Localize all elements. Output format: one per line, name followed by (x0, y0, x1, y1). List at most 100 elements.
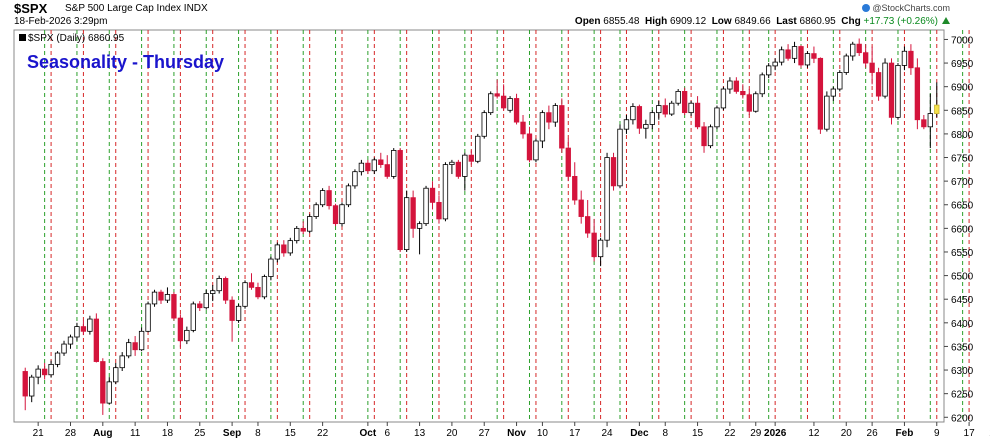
candle-body (649, 112, 655, 125)
candle-body (610, 157, 617, 187)
candle-body (352, 171, 358, 187)
candle-body (119, 355, 125, 369)
candle-body (274, 244, 281, 260)
x-tick-label: 2026 (764, 428, 787, 438)
candle-body (753, 93, 759, 112)
candle-body (830, 88, 836, 97)
x-tick-label: 26 (867, 428, 879, 438)
candle-body (539, 112, 546, 142)
y-tick-label: 6850 (951, 106, 974, 117)
candle-body (759, 74, 765, 95)
candle-body (888, 62, 895, 118)
candle-body (138, 330, 145, 351)
y-tick-label: 6300 (951, 366, 974, 377)
candle-body (688, 102, 694, 114)
x-tick-label: 11 (130, 428, 141, 438)
candle-body (720, 88, 727, 109)
candle-body (585, 216, 591, 234)
candle-body (546, 112, 552, 123)
candle-body (481, 112, 487, 137)
candle-body (856, 43, 862, 54)
candle-body (29, 376, 35, 397)
candle-body (210, 290, 216, 294)
candle-body (733, 80, 740, 92)
candle-body (371, 159, 377, 172)
candle-body (151, 291, 158, 305)
candle-body (494, 93, 500, 97)
candle-body (901, 50, 908, 66)
candle-body (804, 53, 811, 66)
quote-date: 18-Feb-2026 3:29pm (14, 16, 108, 27)
low-value: 6849.66 (734, 16, 771, 27)
candle-body (843, 55, 849, 73)
candle-body (423, 187, 429, 225)
candle-body (261, 276, 268, 298)
x-tick-label: Oct (360, 428, 377, 438)
y-tick-label: 6750 (951, 154, 974, 165)
x-tick-label: 21 (33, 428, 45, 438)
candle-body (811, 53, 817, 59)
candle-body (313, 204, 319, 217)
x-tick-label: 9 (934, 428, 940, 438)
candle-body (61, 343, 67, 354)
y-tick-label: 6400 (951, 319, 974, 330)
y-tick-label: 6700 (951, 177, 974, 188)
x-tick-label: 13 (414, 428, 426, 438)
candle-body (604, 157, 610, 241)
candle-body (468, 154, 474, 162)
candle-body (908, 50, 914, 69)
candle-body (197, 303, 203, 309)
candle-body (429, 187, 436, 203)
candle-body (643, 124, 649, 129)
candle-body (48, 363, 54, 376)
candle-body (216, 278, 222, 292)
candle-body (345, 185, 352, 206)
x-axis: 21 28 Aug 11 18 25 Sep 8 15 22 Oct 6 13 20 27 Nov 10 17 24… (33, 422, 990, 438)
candle-body (772, 61, 778, 67)
candle-body (630, 106, 636, 121)
candle-body (319, 190, 326, 206)
y-tick-label: 6200 (951, 413, 974, 424)
candle-body (171, 294, 177, 319)
candle-body (378, 159, 384, 166)
candle-body (93, 318, 100, 362)
x-tick-label: Dec (630, 428, 649, 438)
candle-body (100, 361, 106, 404)
candle-body (287, 240, 293, 254)
x-tick-label: 8 (662, 428, 668, 438)
candle-body (533, 140, 539, 161)
candle-body (817, 57, 824, 130)
candle-body (850, 43, 856, 57)
candle-body (391, 150, 397, 177)
candle-body (80, 326, 87, 332)
x-tick-label: 20 (446, 428, 458, 438)
candle-body (617, 128, 623, 187)
x-tick-label: 28 (65, 428, 77, 438)
candle-body (268, 258, 274, 277)
candle-body (934, 104, 940, 114)
y-tick-label: 7000 (951, 35, 974, 46)
candle-body (746, 94, 752, 112)
candle-body (500, 95, 507, 109)
candle-body (41, 368, 48, 376)
candles (22, 38, 940, 415)
candle-body (520, 121, 526, 135)
chart-title: Seasonality - Thursday (27, 52, 224, 72)
candle-body (235, 305, 242, 321)
candle-body (35, 368, 41, 378)
x-tick-label: 25 (194, 428, 206, 438)
up-arrow-icon (942, 17, 950, 24)
candle-body (507, 98, 513, 111)
candle-body (339, 204, 345, 225)
ticker-symbol: $SPX (14, 1, 48, 16)
candle-body (766, 65, 772, 76)
last-value: 6860.95 (799, 16, 836, 27)
legend-swatch (19, 34, 26, 41)
candle-body (675, 90, 681, 104)
candle-body (707, 126, 714, 147)
y-tick-label: 6600 (951, 224, 974, 235)
candle-body (475, 135, 481, 162)
candle-body (365, 162, 371, 172)
copyright: @StockCharts.com (862, 3, 950, 13)
candle-body (862, 52, 869, 64)
